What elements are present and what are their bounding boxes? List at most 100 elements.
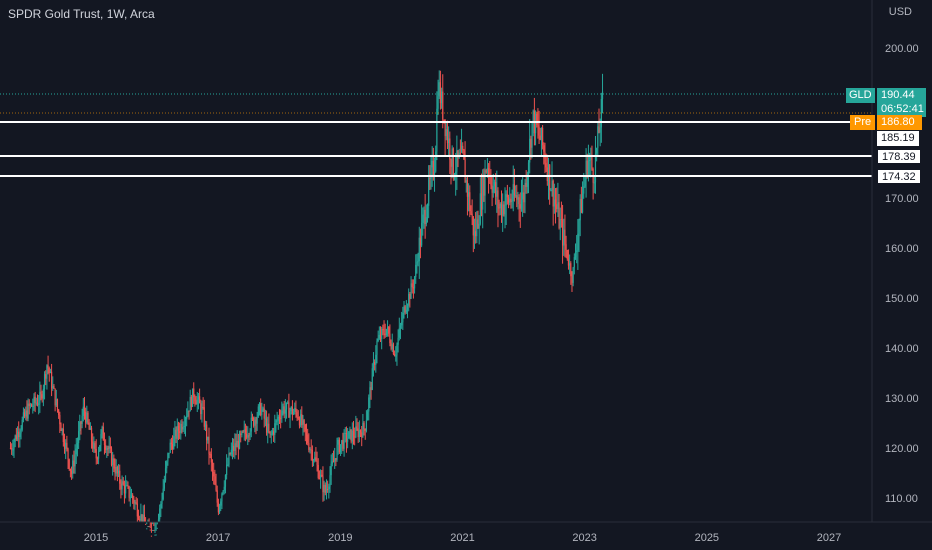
candle-body (438, 82, 440, 97)
candle-body (378, 334, 380, 339)
candle-body (123, 484, 126, 494)
candle-body (35, 402, 37, 404)
candle-body (155, 534, 157, 536)
candle-body (251, 417, 254, 419)
candle-body (79, 421, 81, 432)
candle-body (139, 519, 141, 521)
candle-body (411, 283, 413, 288)
candle-body (280, 418, 282, 420)
candle-body (146, 528, 148, 530)
candle-body (288, 402, 290, 418)
candle-body (197, 396, 200, 400)
candle-body (203, 407, 205, 427)
candle-body (273, 431, 275, 435)
candle-body (468, 192, 470, 197)
candle-body (137, 516, 140, 520)
candle-body (542, 127, 544, 146)
candle-body (341, 440, 343, 445)
candle-body (334, 458, 336, 462)
candle-body (141, 514, 143, 522)
candle-body (538, 126, 540, 136)
candle-body (105, 445, 107, 450)
candle-body (491, 185, 493, 193)
level-tag-1: 185.19 (877, 131, 919, 146)
candle-body (18, 431, 20, 437)
candle-body (70, 470, 73, 474)
candle-body (327, 488, 329, 490)
candle-body (129, 497, 131, 499)
candle-body (291, 406, 294, 415)
candle-body (116, 466, 118, 474)
candle-body (598, 126, 600, 133)
candle-body (83, 406, 86, 412)
candle-body (117, 470, 120, 474)
candle-body (323, 484, 325, 493)
candle-body (292, 411, 295, 415)
candle-body (476, 219, 478, 237)
candle-body (268, 423, 270, 432)
candle-body (381, 329, 383, 340)
candle-body (513, 184, 516, 196)
candle-body (56, 399, 59, 410)
candle-body (465, 180, 467, 183)
candle-body (416, 261, 418, 265)
candle-body (11, 448, 13, 450)
candle-body (511, 200, 513, 202)
candle-body (415, 264, 417, 278)
price-tick-label: 120.00 (885, 443, 919, 455)
candle-body (46, 365, 48, 379)
candle-body (337, 439, 339, 445)
candle-body (429, 178, 431, 180)
candle-body (20, 429, 22, 434)
candle-body (301, 414, 303, 425)
candle-body (114, 468, 116, 474)
candle-body (377, 338, 379, 342)
candle-body (549, 164, 551, 191)
candle-body (135, 502, 137, 504)
candle-body (39, 391, 41, 404)
candle-body (55, 399, 57, 406)
candle-body (419, 237, 422, 246)
candle-body (186, 416, 188, 420)
candle-body (368, 397, 370, 412)
candle-body (245, 433, 248, 438)
candle-body (16, 431, 19, 440)
candle-body (502, 204, 504, 216)
candle-body (179, 431, 181, 433)
candle-body (296, 411, 298, 417)
candle-body (544, 151, 546, 164)
candle-body (496, 190, 498, 197)
time-tick-label: 2023 (572, 532, 596, 544)
candle-body (166, 461, 168, 469)
candle-body (507, 197, 510, 203)
candle-body (65, 442, 67, 449)
candle-body (96, 458, 99, 460)
chart-title: SPDR Gold Trust, 1W, Arca (8, 7, 155, 21)
candle-body (352, 430, 355, 437)
candle-body (176, 426, 178, 439)
candle-body (74, 454, 76, 467)
candle-body (103, 440, 106, 446)
candle-body (328, 486, 330, 490)
price-tick-label: 150.00 (885, 293, 919, 305)
candle-body (149, 529, 151, 531)
candle-body (167, 453, 169, 462)
candle-body (406, 305, 409, 310)
candle-body (126, 485, 128, 487)
candle-body (169, 442, 171, 453)
candle-body (500, 203, 503, 216)
candle-body (591, 157, 593, 169)
candle-body (439, 82, 442, 104)
candle-body (72, 460, 74, 474)
candle-body (558, 202, 560, 229)
candle-body (430, 167, 432, 179)
candle-body (221, 493, 223, 502)
candle-body (442, 91, 444, 120)
pre-label-tag: Pre (850, 115, 875, 130)
candle-body (311, 449, 313, 461)
candle-body (217, 502, 220, 513)
candle-body (594, 153, 597, 183)
candle-body (282, 406, 284, 411)
candle-body (242, 431, 244, 433)
